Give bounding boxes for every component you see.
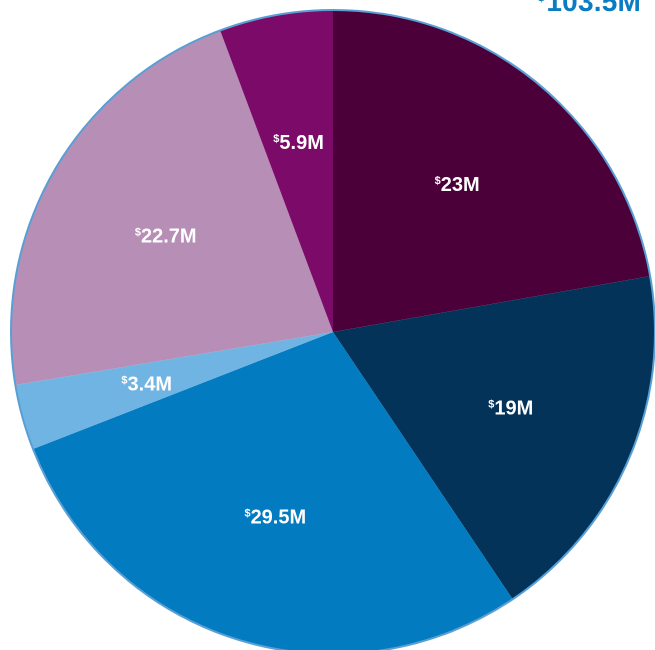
slice-label-value-5: 5.9M <box>279 132 323 154</box>
slice-label-3: $3.4M <box>121 373 172 395</box>
slice-label-currency-0: $ <box>435 175 441 187</box>
slice-label-value-1: 19M <box>494 398 533 420</box>
slice-label-currency-1: $ <box>488 399 494 411</box>
total-value: 103.5M <box>546 0 641 17</box>
slice-label-4: $22.7M <box>135 225 197 247</box>
slice-label-value-0: 23M <box>441 174 480 196</box>
pie-slice-2 <box>33 332 513 650</box>
slice-label-0: $23M <box>435 174 480 196</box>
slice-label-1: $19M <box>488 398 533 420</box>
slice-label-value-4: 22.7M <box>141 225 197 247</box>
slice-label-value-2: 29.5M <box>251 506 307 528</box>
pie-slice-5 <box>220 10 333 332</box>
slice-label-currency-5: $ <box>273 133 279 145</box>
slice-label-5: $5.9M <box>273 132 324 154</box>
total-currency-symbol: $ <box>537 0 545 4</box>
pie-outline <box>10 9 655 650</box>
slice-label-2: $29.5M <box>244 506 306 528</box>
slice-label-currency-3: $ <box>121 374 127 386</box>
pie-slice-3 <box>15 332 334 449</box>
total-value-label: $103.5M <box>537 0 641 18</box>
slice-label-value-3: 3.4M <box>128 373 172 395</box>
slice-label-currency-4: $ <box>135 226 141 238</box>
slice-label-currency-2: $ <box>244 507 250 519</box>
pie-slice-1 <box>333 276 655 600</box>
pie-slice-0 <box>333 10 651 332</box>
